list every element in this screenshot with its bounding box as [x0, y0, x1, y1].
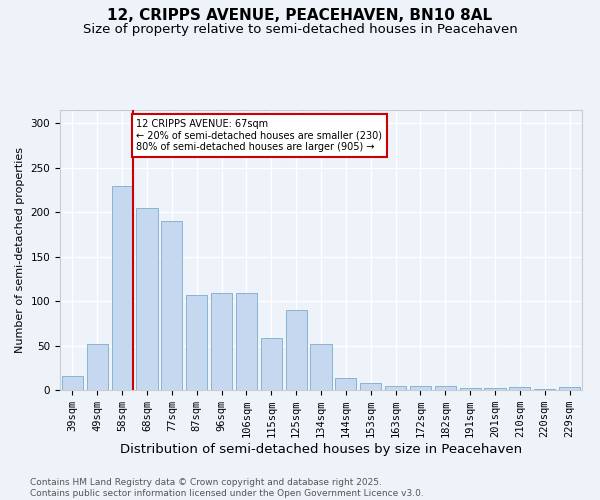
Bar: [286, 310, 307, 390]
Bar: [236, 293, 257, 390]
Bar: [360, 383, 381, 390]
Bar: [385, 386, 406, 390]
Bar: [484, 388, 506, 390]
Bar: [261, 338, 282, 390]
Y-axis label: Number of semi-detached properties: Number of semi-detached properties: [15, 147, 25, 353]
Text: 12 CRIPPS AVENUE: 67sqm
← 20% of semi-detached houses are smaller (230)
80% of s: 12 CRIPPS AVENUE: 67sqm ← 20% of semi-de…: [136, 119, 382, 152]
Bar: [62, 376, 83, 390]
Text: Contains HM Land Registry data © Crown copyright and database right 2025.
Contai: Contains HM Land Registry data © Crown c…: [30, 478, 424, 498]
Bar: [310, 344, 332, 390]
Bar: [410, 386, 431, 390]
Bar: [435, 386, 456, 390]
Bar: [87, 344, 108, 390]
Bar: [186, 295, 207, 390]
Bar: [136, 208, 158, 390]
Bar: [509, 388, 530, 390]
Bar: [559, 388, 580, 390]
Bar: [460, 388, 481, 390]
Bar: [211, 293, 232, 390]
Bar: [335, 378, 356, 390]
Text: 12, CRIPPS AVENUE, PEACEHAVEN, BN10 8AL: 12, CRIPPS AVENUE, PEACEHAVEN, BN10 8AL: [107, 8, 493, 22]
Bar: [534, 389, 555, 390]
Bar: [161, 221, 182, 390]
X-axis label: Distribution of semi-detached houses by size in Peacehaven: Distribution of semi-detached houses by …: [120, 443, 522, 456]
Bar: [112, 186, 133, 390]
Text: Size of property relative to semi-detached houses in Peacehaven: Size of property relative to semi-detach…: [83, 22, 517, 36]
